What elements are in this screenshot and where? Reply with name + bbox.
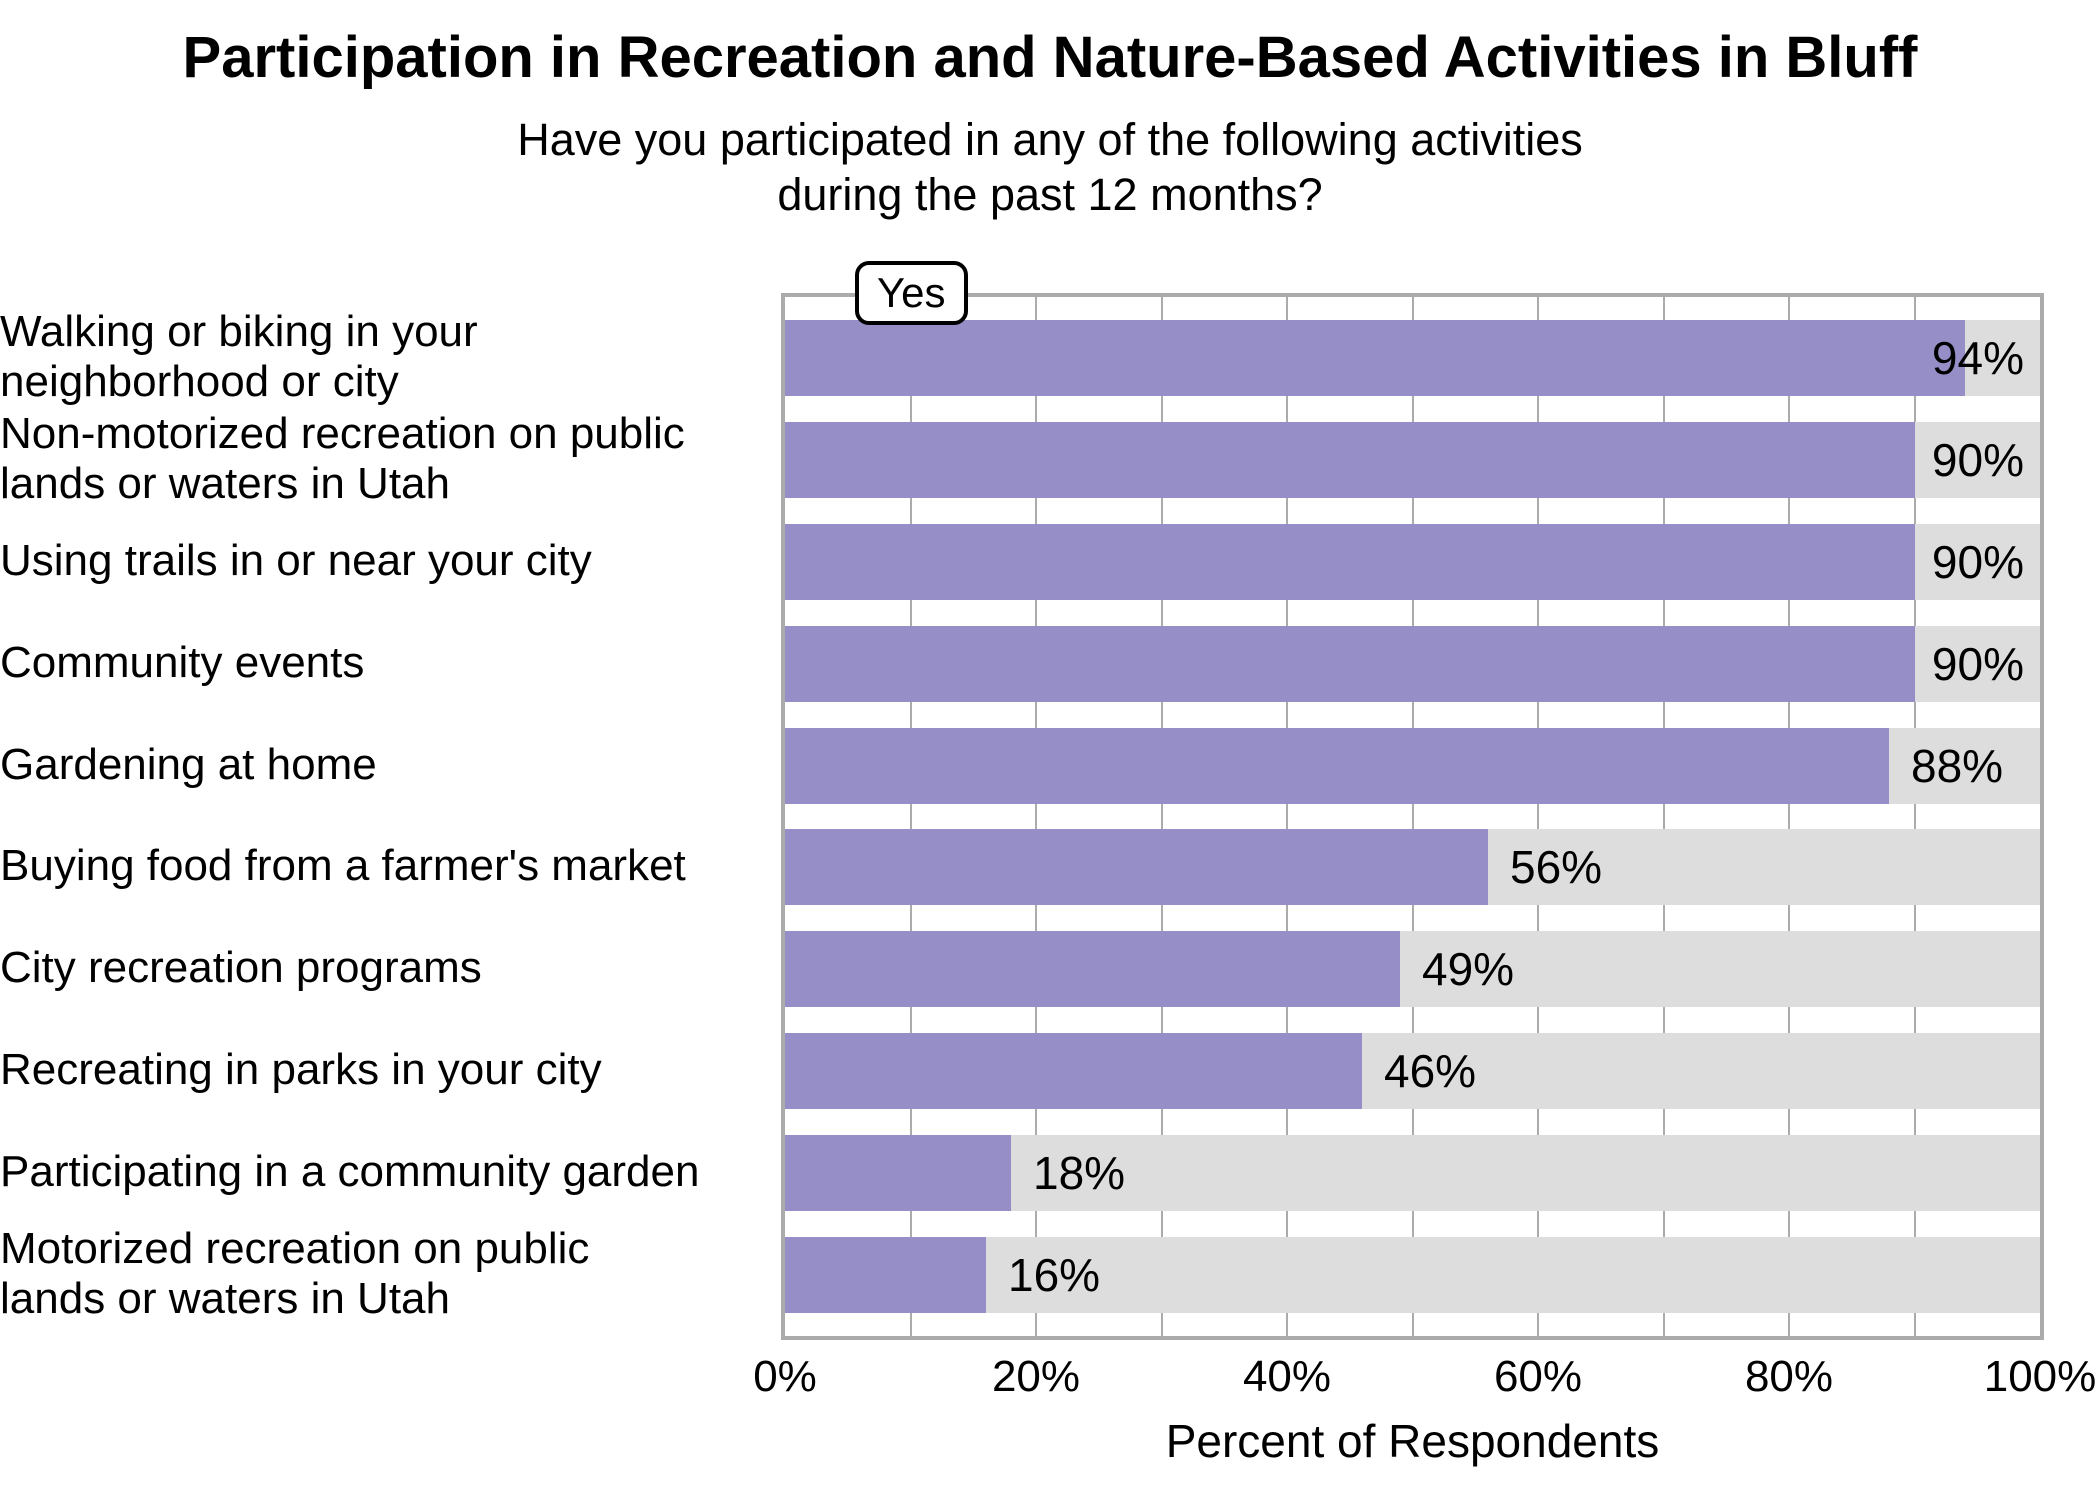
- chart-title: Participation in Recreation and Nature-B…: [182, 25, 1918, 90]
- gridline-50: [1411, 297, 1414, 1336]
- x-tick-20: 20%: [991, 1352, 1081, 1401]
- gridline-80: [1788, 297, 1790, 1336]
- bar-buying-food-from-a-farmer-s-market: [785, 829, 1488, 905]
- gridline-70: [1662, 297, 1665, 1336]
- bar-walking-or-biking-in-your: [785, 320, 1965, 396]
- bar-non-motorized-recreation-on-public: [785, 422, 1915, 498]
- x-tick-80: 80%: [1744, 1352, 1834, 1401]
- chart-subtitle: Have you participated in any of the foll…: [0, 112, 2100, 222]
- value-label: 90%: [1931, 536, 2024, 588]
- value-label: 16%: [1008, 1249, 1101, 1301]
- bar-track: [785, 1237, 2040, 1313]
- value-label: 90%: [1931, 638, 2024, 690]
- x-tick-60: 60%: [1493, 1352, 1583, 1401]
- gridline-60: [1537, 297, 1539, 1336]
- bar-using-trails-in-or-near-your-city: [785, 524, 1915, 600]
- bar-motorized-recreation-on-public: [785, 1237, 986, 1313]
- gridline-20: [1035, 297, 1037, 1336]
- bar-city-recreation-programs: [785, 931, 1400, 1007]
- chart-subtitle-line-1: Have you participated in any of the foll…: [517, 114, 1583, 165]
- bar-community-events: [785, 626, 1915, 702]
- x-axis-title: Percent of Respondents: [1165, 1415, 1660, 1467]
- bar-participating-in-a-community-garden: [785, 1135, 1011, 1211]
- x-tick-0: 0%: [753, 1352, 817, 1401]
- value-label: 18%: [1033, 1147, 1126, 1199]
- value-label: 90%: [1931, 434, 2024, 486]
- value-label: 88%: [1911, 740, 2004, 792]
- legend-box: Yes: [855, 261, 968, 325]
- value-label: 94%: [1931, 332, 2024, 384]
- gridline-30: [1160, 297, 1163, 1336]
- gridline-10: [909, 297, 912, 1336]
- legend-label-yes: Yes: [877, 269, 946, 316]
- y-axis-labels: Walking or biking in your neighborhood or…: [0, 307, 700, 1323]
- plot-panel: 94% 90% 90% 90% 88% 56% 49% 46% 18% 16%: [781, 293, 2044, 1340]
- x-tick-40: 40%: [1242, 1352, 1332, 1401]
- value-label: 46%: [1384, 1045, 1477, 1097]
- bar-gardening-at-home: [785, 728, 1889, 804]
- gridline-90: [1913, 297, 1916, 1336]
- x-tick-100: 100%: [1983, 1352, 2097, 1401]
- chart-subtitle-line-2: during the past 12 months?: [777, 169, 1323, 220]
- bar-recreating-in-parks-in-your-city: [785, 1033, 1362, 1109]
- value-label: 56%: [1510, 841, 1603, 893]
- gridline-40: [1286, 297, 1288, 1336]
- value-label: 49%: [1422, 943, 1515, 995]
